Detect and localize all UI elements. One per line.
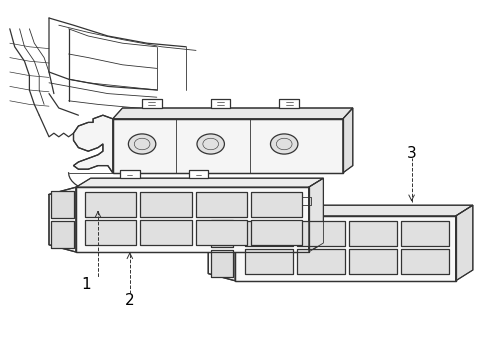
Polygon shape — [140, 220, 192, 245]
Polygon shape — [245, 249, 293, 274]
Polygon shape — [245, 221, 293, 246]
Polygon shape — [349, 249, 397, 274]
Text: 2: 2 — [125, 293, 135, 308]
Polygon shape — [120, 170, 140, 178]
Text: 3: 3 — [407, 145, 416, 161]
Polygon shape — [343, 108, 353, 173]
Polygon shape — [142, 99, 162, 108]
Polygon shape — [85, 220, 136, 245]
Polygon shape — [211, 99, 230, 108]
Polygon shape — [235, 216, 456, 281]
Polygon shape — [76, 187, 309, 252]
Polygon shape — [49, 187, 76, 252]
Polygon shape — [196, 220, 246, 245]
Text: 1: 1 — [81, 277, 91, 292]
Polygon shape — [211, 220, 233, 247]
Polygon shape — [208, 216, 235, 281]
Polygon shape — [211, 250, 233, 277]
Polygon shape — [51, 221, 74, 248]
Polygon shape — [309, 178, 323, 252]
Circle shape — [270, 134, 298, 154]
Polygon shape — [51, 191, 74, 218]
Polygon shape — [279, 99, 299, 108]
Polygon shape — [292, 197, 311, 205]
Polygon shape — [401, 221, 449, 246]
Polygon shape — [235, 205, 473, 216]
Polygon shape — [113, 108, 353, 119]
Polygon shape — [296, 221, 345, 246]
Polygon shape — [196, 192, 246, 217]
Polygon shape — [140, 192, 192, 217]
Polygon shape — [113, 119, 343, 173]
Circle shape — [128, 134, 156, 154]
Polygon shape — [74, 115, 113, 173]
Polygon shape — [189, 170, 208, 178]
Polygon shape — [296, 249, 345, 274]
Circle shape — [197, 134, 224, 154]
Polygon shape — [250, 192, 302, 217]
Polygon shape — [76, 178, 323, 187]
Polygon shape — [85, 192, 136, 217]
Polygon shape — [349, 221, 397, 246]
Polygon shape — [456, 205, 473, 281]
Polygon shape — [401, 249, 449, 274]
Polygon shape — [250, 220, 302, 245]
